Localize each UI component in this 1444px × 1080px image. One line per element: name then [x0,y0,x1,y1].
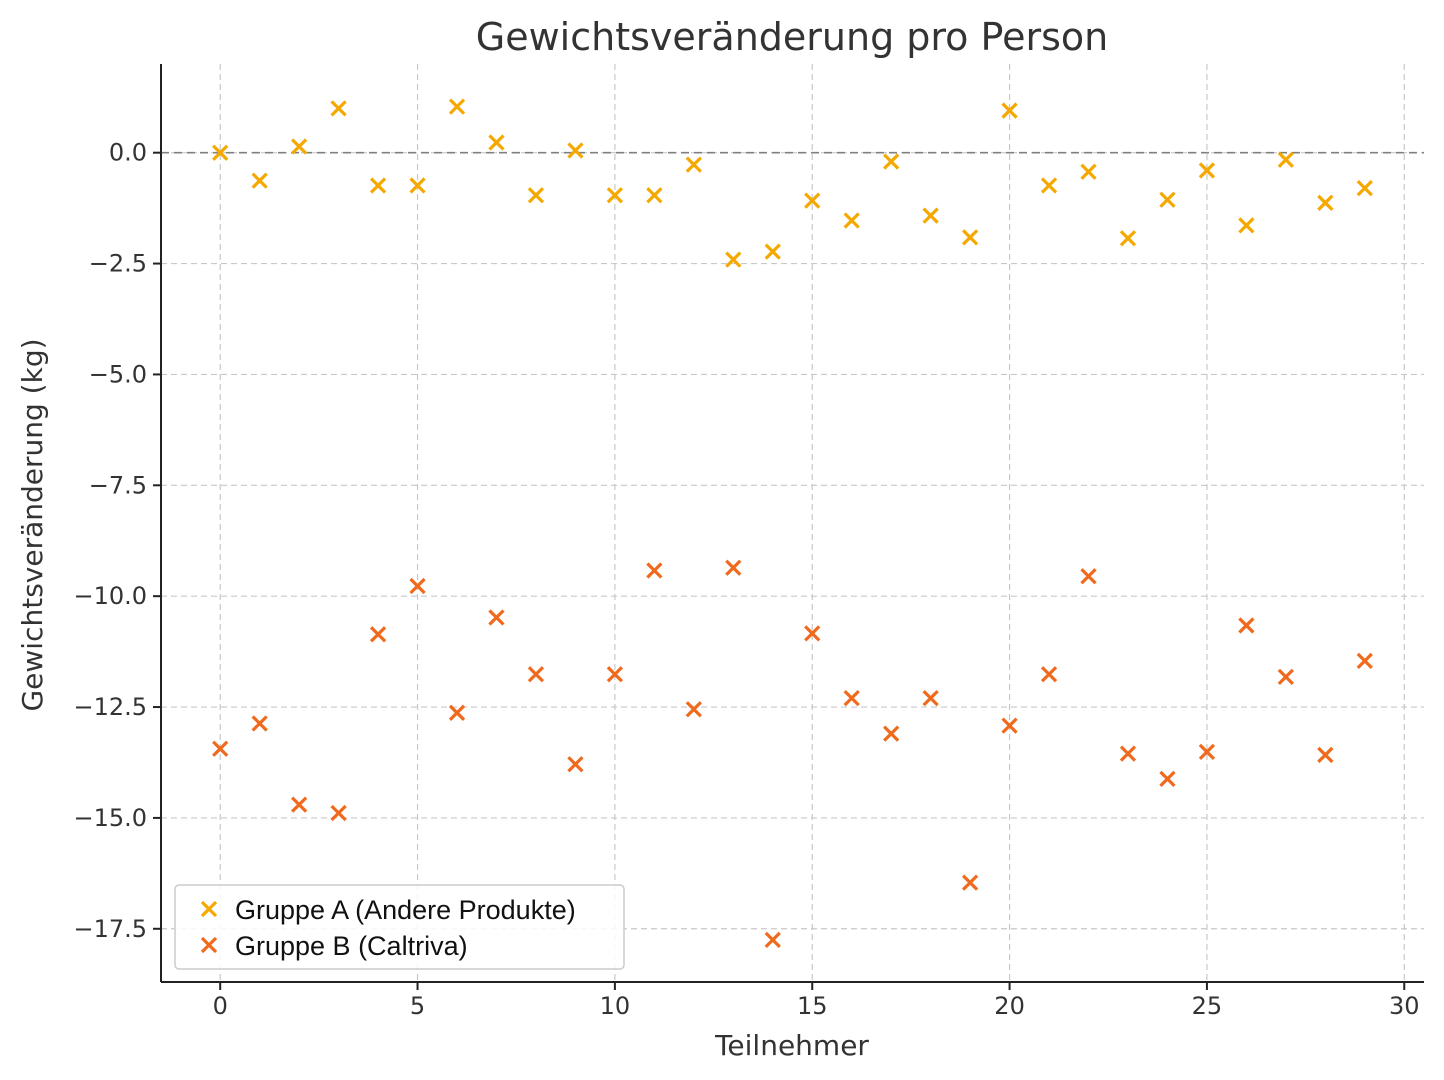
data-point [843,212,860,229]
x-tick-label: 5 [410,992,425,1020]
data-point [1040,666,1058,683]
data-point [1159,770,1176,788]
data-point [409,177,426,194]
legend-marker [200,936,218,954]
data-point [685,156,702,173]
data-point [1238,617,1255,634]
data-point [1317,194,1334,211]
data-point [251,172,268,189]
y-tick-label: −2.5 [89,250,147,278]
data-point [369,177,387,194]
y-tick-label: −15.0 [73,804,147,832]
x-tick-label: 30 [1389,992,1420,1020]
legend-entry-label: Gruppe A (Andere Produkte) [235,895,576,925]
data-point [527,187,545,204]
x-tick-label: 15 [797,992,828,1020]
data-point [764,931,781,949]
x-tick-label: 20 [994,992,1025,1020]
data-point [725,559,742,576]
data-point [1119,230,1137,247]
y-tick-label: −10.0 [73,582,147,610]
data-point [1119,745,1137,762]
data-point [922,690,939,707]
data-point [685,701,702,718]
chart-title: Gewichtsveränderung pro Person [476,15,1108,59]
data-point [606,666,624,683]
y-tick-label: 0.0 [109,139,147,167]
data-point [804,192,821,209]
data-point [1238,217,1255,234]
data-point [1356,180,1373,197]
data-point [330,100,347,117]
y-tick-label: −7.5 [89,471,147,499]
data-point [448,98,466,115]
data-point [961,874,979,891]
data-point [1198,162,1216,179]
x-axis-label: Teilnehmer [714,1029,869,1062]
axes-layer: 0 5 10 15 20 25 30 0.0 −2.5 −5.0 −7.5 −10.0 −12.5 −15… [73,64,1424,1020]
legend-box [174,884,625,970]
data-point [212,144,229,161]
data-point [1356,652,1373,670]
grid-layer [161,64,1424,982]
data-point [883,153,900,170]
x-tick-label: 10 [600,992,631,1020]
data-point [212,740,229,757]
data-point [488,609,505,626]
data-point [527,666,545,683]
data-point [1080,568,1097,585]
data-point [567,142,584,159]
data-point [488,134,505,151]
data-point [1277,151,1294,168]
data-point [409,577,426,595]
data-point [1317,746,1334,764]
data-point [1159,191,1176,208]
data-point [1277,668,1294,686]
data-point [646,562,663,579]
data-point [764,243,781,260]
data-point [922,207,939,224]
data-point [1001,102,1018,119]
data-point [369,626,387,643]
data-point [725,251,742,268]
y-axis-label: Gewichtsveränderung (kg) [16,338,49,711]
legend-entry-label: Gruppe B (Caltriva) [235,931,468,961]
data-point [646,187,663,204]
data-point [291,796,308,813]
data-point [1001,717,1018,734]
data-point [448,704,466,721]
x-tick-label: 25 [1192,992,1223,1020]
data-point [961,229,979,246]
marks-layer [212,98,1373,949]
data-point [843,690,860,707]
x-tick-label: 0 [213,992,228,1020]
data-point [291,138,308,155]
data-point [1198,743,1216,760]
data-point [1040,177,1058,194]
legend: Gruppe A (Andere Produkte) Gruppe B (Calt… [174,884,625,970]
data-point [606,187,624,204]
data-point [251,715,268,732]
y-tick-label: −17.5 [73,915,147,943]
series-gruppe-a [212,98,1373,268]
legend-marker [200,900,218,918]
data-point [567,756,584,773]
series-gruppe-b [212,559,1373,949]
y-tick-label: −12.5 [73,693,147,721]
y-tick-label: −5.0 [89,360,147,388]
data-point [1080,163,1097,180]
data-point [883,725,900,742]
data-point [804,625,821,642]
data-point [330,804,347,822]
